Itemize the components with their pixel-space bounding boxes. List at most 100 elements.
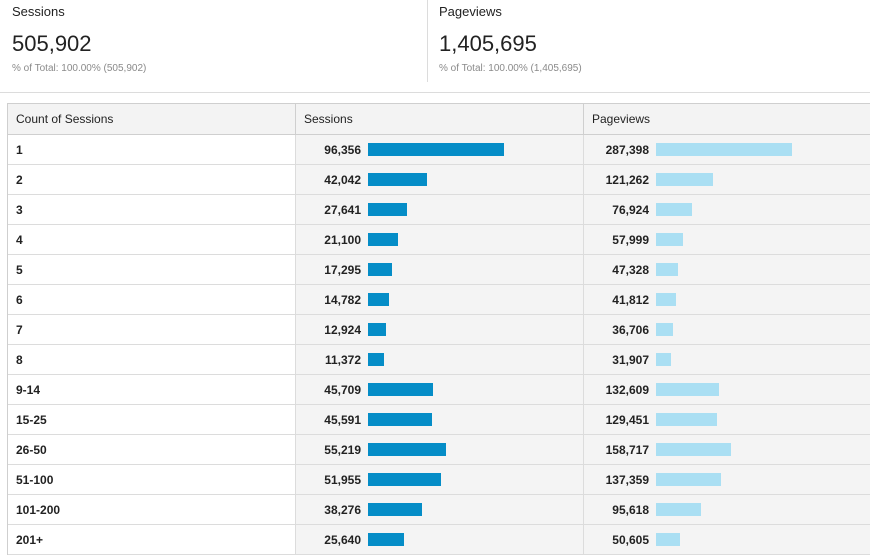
sessions-bar [368,473,441,486]
sessions-bar-track [368,503,583,516]
sessions-bar-track [368,203,583,216]
pageviews-bar [656,323,673,336]
sessions-cell: 27,641 [295,195,583,224]
table-row: 15-25 45,591 129,451 [8,405,870,435]
pageviews-bar-track [656,173,870,186]
pageviews-bar-track [656,533,870,546]
sessions-bar-track [368,533,583,546]
table-header: Count of Sessions Sessions Pageviews [8,104,870,135]
pageviews-bar [656,443,731,456]
pageviews-bar-track [656,383,870,396]
table-row: 3 27,641 76,924 [8,195,870,225]
sessions-bar [368,503,422,516]
pageviews-value: 50,605 [612,532,649,547]
header-count-of-sessions[interactable]: Count of Sessions [8,104,295,134]
count-cell: 5 [8,255,295,284]
table-row: 9-14 45,709 132,609 [8,375,870,405]
sessions-summary-total: % of Total: 100.00% (505,902) [12,63,147,74]
count-cell: 51-100 [8,465,295,494]
table-row: 2 42,042 121,262 [8,165,870,195]
pageviews-value: 36,706 [612,322,649,337]
pageviews-bar-track [656,323,870,336]
count-cell: 9-14 [8,375,295,404]
count-cell: 6 [8,285,295,314]
sessions-bar-track [368,263,583,276]
pageviews-bar-track [656,263,870,276]
pageviews-value: 129,451 [605,412,649,427]
count-cell: 15-25 [8,405,295,434]
sessions-value: 17,295 [324,262,361,277]
sessions-cell: 17,295 [295,255,583,284]
table-row: 5 17,295 47,328 [8,255,870,285]
sessions-value: 38,276 [324,502,361,517]
sessions-bar [368,263,392,276]
count-cell: 1 [8,135,295,164]
pageviews-cell: 158,717 [583,435,870,464]
sessions-summary-value: 505,902 [12,31,92,56]
sessions-bar [368,383,433,396]
pageviews-summary: Pageviews 1,405,695 % of Total: 100.00% … [427,0,859,82]
header-sessions[interactable]: Sessions [295,104,583,134]
count-cell: 201+ [8,525,295,554]
pageviews-bar [656,293,676,306]
sessions-summary-label: Sessions [12,4,65,19]
data-table: Count of Sessions Sessions Pageviews 1 96… [7,103,870,555]
sessions-value: 51,955 [324,472,361,487]
pageviews-bar-track [656,203,870,216]
sessions-bar [368,143,504,156]
pageviews-bar [656,353,671,366]
pageviews-bar [656,413,717,426]
pageviews-cell: 50,605 [583,525,870,554]
count-cell: 7 [8,315,295,344]
pageviews-value: 31,907 [612,352,649,367]
sessions-bar [368,203,407,216]
count-cell: 4 [8,225,295,254]
table-row: 1 96,356 287,398 [8,135,870,165]
sessions-bar [368,323,386,336]
sessions-bar [368,293,389,306]
pageviews-cell: 121,262 [583,165,870,194]
sessions-value: 55,219 [324,442,361,457]
sessions-value: 12,924 [324,322,361,337]
summary-panel: Sessions 505,902 % of Total: 100.00% (50… [0,0,870,93]
table-row: 7 12,924 36,706 [8,315,870,345]
pageviews-cell: 76,924 [583,195,870,224]
sessions-bar [368,533,404,546]
sessions-bar-track [368,473,583,486]
pageviews-cell: 36,706 [583,315,870,344]
pageviews-bar [656,383,719,396]
table-row: 51-100 51,955 137,359 [8,465,870,495]
sessions-bar [368,443,446,456]
pageviews-cell: 129,451 [583,405,870,434]
sessions-cell: 51,955 [295,465,583,494]
table-row: 4 21,100 57,999 [8,225,870,255]
sessions-cell: 55,219 [295,435,583,464]
pageviews-cell: 132,609 [583,375,870,404]
table-row: 101-200 38,276 95,618 [8,495,870,525]
pageviews-summary-value: 1,405,695 [439,31,537,56]
sessions-bar-track [368,323,583,336]
sessions-cell: 45,709 [295,375,583,404]
sessions-cell: 45,591 [295,405,583,434]
pageviews-bar [656,533,680,546]
sessions-value: 25,640 [324,532,361,547]
sessions-bar-track [368,443,583,456]
sessions-bar-track [368,383,583,396]
header-pageviews[interactable]: Pageviews [583,104,870,134]
sessions-cell: 12,924 [295,315,583,344]
table-row: 8 11,372 31,907 [8,345,870,375]
pageviews-bar [656,143,792,156]
pageviews-bar-track [656,443,870,456]
pageviews-bar [656,173,713,186]
sessions-cell: 14,782 [295,285,583,314]
sessions-value: 27,641 [324,202,361,217]
sessions-value: 45,591 [324,412,361,427]
table-row: 26-50 55,219 158,717 [8,435,870,465]
pageviews-value: 132,609 [605,382,649,397]
pageviews-value: 41,812 [612,292,649,307]
sessions-bar-track [368,233,583,246]
pageviews-value: 57,999 [612,232,649,247]
sessions-bar-track [368,173,583,186]
sessions-bar [368,353,384,366]
sessions-cell: 25,640 [295,525,583,554]
